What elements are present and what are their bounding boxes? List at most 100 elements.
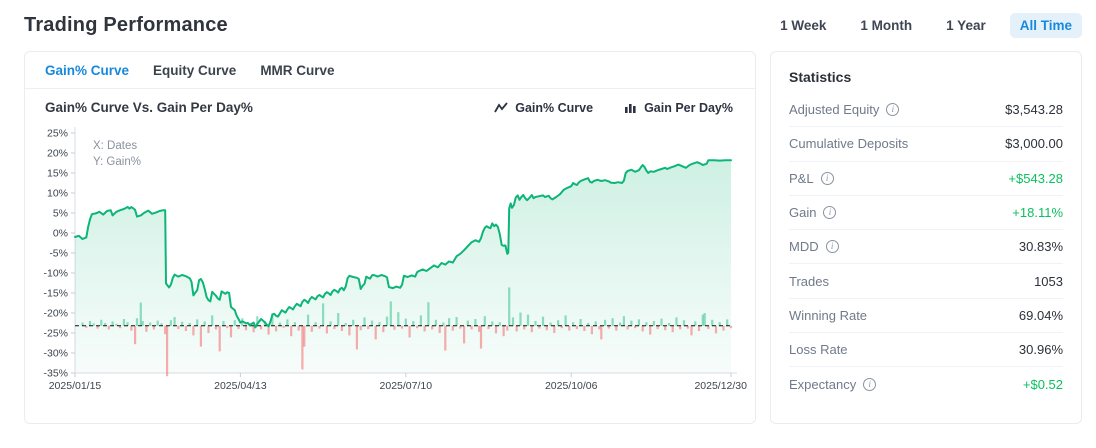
gain-per-day-bar bbox=[107, 325, 110, 330]
range-all-time[interactable]: All Time bbox=[1009, 12, 1082, 38]
gain-per-day-bar bbox=[145, 325, 148, 332]
gain-per-day-bar bbox=[92, 323, 95, 326]
gain-per-day-bar bbox=[564, 315, 567, 326]
gain-per-day-bar bbox=[416, 325, 419, 329]
tab-equity-curve[interactable]: Equity Curve bbox=[153, 62, 237, 78]
gain-per-day-bar bbox=[184, 325, 187, 331]
stat-label: P&L bbox=[789, 170, 814, 186]
stat-label: Cumulative Deposits bbox=[789, 136, 909, 152]
gain-per-day-bar bbox=[352, 319, 355, 326]
gain-per-day-bar bbox=[598, 325, 601, 330]
info-icon[interactable]: i bbox=[886, 103, 900, 117]
gain-per-day-bar bbox=[199, 325, 202, 347]
gain-per-day-bar bbox=[502, 325, 505, 337]
x-axis-tick-label: 2025/10/06 bbox=[545, 380, 598, 392]
tab-mmr-curve[interactable]: MMR Curve bbox=[260, 62, 335, 78]
gain-per-day-bar bbox=[301, 325, 304, 370]
gain-per-day-bar bbox=[530, 325, 533, 333]
y-axis-tick-label: 5% bbox=[53, 208, 68, 220]
gain-per-day-bar bbox=[703, 313, 706, 326]
range-1-month[interactable]: 1 Month bbox=[860, 17, 913, 33]
gain-per-day-bar bbox=[337, 313, 340, 326]
stat-label: Trades bbox=[789, 273, 829, 289]
range-1-week[interactable]: 1 Week bbox=[780, 17, 827, 33]
y-axis-tick-label: -25% bbox=[43, 328, 68, 340]
gain-per-day-bar bbox=[207, 325, 210, 333]
gain-per-day-bar bbox=[290, 325, 293, 337]
gain-per-day-bar bbox=[487, 325, 490, 329]
gain-per-day-bar bbox=[81, 322, 84, 326]
gain-per-day-bar bbox=[722, 325, 725, 331]
gain-per-day-bar bbox=[318, 325, 321, 329]
x-axis-tick-label: 2025/01/15 bbox=[49, 380, 102, 392]
gain-curve-chart[interactable]: 25% 20% 15% 10% 5% 0% -5% -10% -15% -20% -25% -30% -… bbox=[31, 117, 749, 403]
gain-per-day-bar bbox=[85, 325, 88, 328]
gain-per-day-bar bbox=[233, 320, 236, 326]
legend-item-gain-curve[interactable]: Gain% Curve bbox=[494, 101, 593, 115]
gain-per-day-bar bbox=[382, 325, 385, 333]
y-axis-tick-label: -10% bbox=[43, 268, 68, 280]
gain-per-day-bar bbox=[498, 322, 501, 326]
gain-per-day-bar bbox=[297, 325, 300, 331]
gain-per-day-bar bbox=[729, 325, 733, 329]
gain-per-day-bar bbox=[491, 321, 494, 326]
stat-value: $3,000.00 bbox=[1005, 136, 1063, 152]
gain-per-day-bar bbox=[196, 319, 199, 326]
legend-item-gain-per-day[interactable]: Gain Per Day% bbox=[623, 101, 733, 115]
curve-tabs: Gain% Curve Equity Curve MMR Curve bbox=[25, 52, 755, 89]
info-icon[interactable]: i bbox=[820, 171, 834, 185]
gain-per-day-bar bbox=[652, 321, 655, 326]
y-axis-tick-label: -5% bbox=[49, 248, 68, 260]
gain-per-day-bar bbox=[575, 325, 578, 329]
gain-per-day-bar bbox=[701, 314, 704, 326]
y-axis-tick-label: 20% bbox=[47, 148, 68, 160]
gain-per-day-bar bbox=[560, 325, 563, 329]
stat-value: 1053 bbox=[1034, 273, 1063, 289]
gain-per-day-bar bbox=[572, 322, 575, 326]
gain-per-day-bar bbox=[314, 322, 317, 326]
gain-per-day-bar bbox=[188, 323, 191, 326]
gain-per-day-bar bbox=[434, 319, 437, 326]
stat-value: 69.04% bbox=[1018, 307, 1063, 323]
gain-per-day-bar bbox=[237, 325, 240, 329]
gain-per-day-bar bbox=[694, 321, 697, 326]
gain-per-day-bar bbox=[423, 325, 426, 332]
stat-row-trades: Trades 1053 bbox=[789, 264, 1063, 299]
legend-label: Gain% Curve bbox=[515, 100, 594, 115]
gain-per-day-bar bbox=[401, 325, 404, 329]
gain-per-day-bar bbox=[549, 322, 552, 326]
line-icon bbox=[494, 101, 508, 112]
range-1-year[interactable]: 1 Year bbox=[946, 17, 986, 33]
gain-per-day-bar bbox=[466, 320, 469, 326]
y-axis-tick-label: 10% bbox=[47, 188, 68, 200]
gain-per-day-bar bbox=[340, 325, 343, 331]
gain-per-day-bar bbox=[303, 325, 306, 347]
y-axis-tick-label: 0% bbox=[53, 228, 68, 240]
gain-per-day-bar bbox=[244, 325, 248, 331]
chart-legend: Gain% Curve Gain Per Day% bbox=[494, 101, 733, 115]
tab-gain-curve[interactable]: Gain% Curve bbox=[45, 62, 130, 78]
gain-per-day-bar bbox=[483, 316, 486, 326]
stat-row-gain: Gain i +18.11% bbox=[789, 196, 1063, 231]
stat-row-cumulative-deposits: Cumulative Deposits $3,000.00 bbox=[789, 127, 1063, 162]
gain-per-day-bar bbox=[479, 325, 483, 349]
gain-per-day-bar bbox=[226, 325, 229, 329]
gain-per-day-bar bbox=[587, 323, 590, 326]
gain-per-day-bar bbox=[463, 325, 466, 344]
chart-panel: Gain% Curve Equity Curve MMR Curve Gain% C… bbox=[24, 51, 756, 424]
gain-per-day-bar bbox=[686, 325, 689, 329]
gain-per-day-bar bbox=[252, 325, 255, 333]
info-icon[interactable]: i bbox=[825, 240, 839, 254]
x-axis-tick-label: 2025/07/10 bbox=[380, 380, 433, 392]
gain-per-day-bar bbox=[478, 325, 481, 332]
gain-per-day-bar bbox=[519, 312, 522, 326]
gain-per-day-bar bbox=[611, 318, 614, 326]
gain-per-day-bar bbox=[538, 325, 541, 329]
gain-per-day-bar bbox=[675, 317, 678, 326]
gain-per-day-bar bbox=[607, 325, 610, 329]
info-icon[interactable]: i bbox=[823, 206, 837, 220]
gain-per-day-bar bbox=[626, 325, 629, 330]
gain-per-day-bar bbox=[139, 302, 142, 326]
statistics-title: Statistics bbox=[789, 69, 852, 85]
info-icon[interactable]: i bbox=[863, 378, 877, 392]
